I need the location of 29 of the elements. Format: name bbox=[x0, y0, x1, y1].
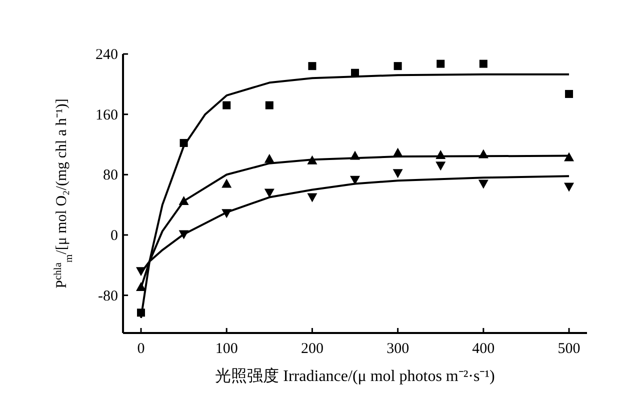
x-tick-label: 100 bbox=[215, 341, 238, 357]
point bbox=[392, 169, 403, 178]
point bbox=[222, 178, 232, 188]
point bbox=[436, 60, 445, 68]
point bbox=[222, 101, 231, 110]
point bbox=[565, 90, 574, 98]
y-tick-label: -80 bbox=[98, 288, 118, 304]
point bbox=[478, 180, 488, 189]
y-tick-label: 160 bbox=[96, 107, 118, 124]
point bbox=[564, 182, 574, 192]
point bbox=[265, 101, 274, 110]
point bbox=[350, 176, 360, 185]
point bbox=[394, 62, 402, 70]
x-axis-title: 光照强度 Irradiance/(μ mol photos m⁻²·s⁻¹) bbox=[215, 367, 495, 385]
x-tick-label: 200 bbox=[300, 341, 324, 357]
x-tick-label: 0 bbox=[137, 341, 145, 357]
point bbox=[308, 62, 316, 70]
y-tick-label: 80 bbox=[103, 168, 118, 184]
y-tick-label: 0 bbox=[110, 228, 118, 244]
point bbox=[307, 193, 318, 202]
point bbox=[264, 188, 274, 198]
x-tick-label: 300 bbox=[386, 341, 410, 357]
point bbox=[479, 60, 488, 68]
point bbox=[564, 152, 574, 162]
point bbox=[264, 154, 274, 163]
y-tick-label: 240 bbox=[96, 47, 118, 63]
x-tick-label: 500 bbox=[558, 341, 580, 357]
point bbox=[436, 162, 446, 171]
x-tick-label: 400 bbox=[472, 341, 495, 357]
